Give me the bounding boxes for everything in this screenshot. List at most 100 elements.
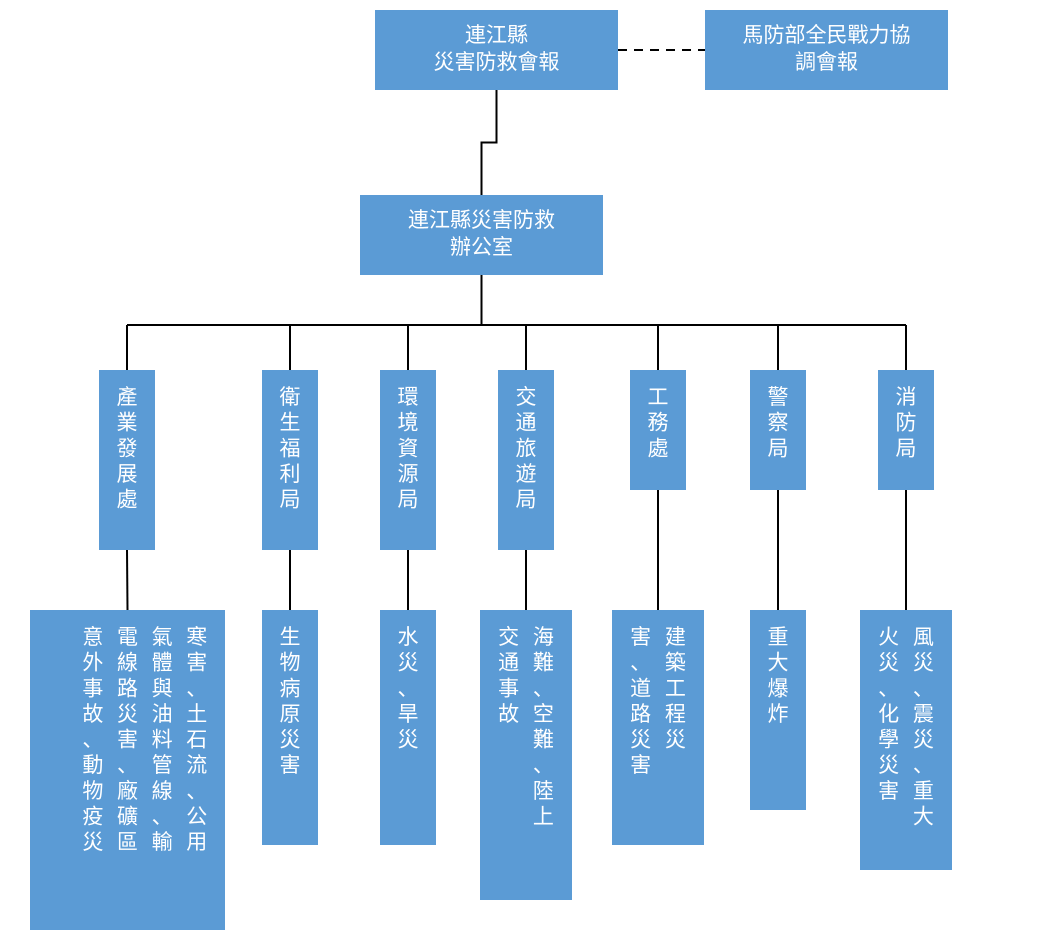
node-text-r7-0-4: 災 [913, 729, 934, 752]
node-text-r4-0-4: 難 [533, 729, 554, 752]
node-r5: 建築工程災害、道路災害 [612, 610, 704, 845]
node-text-r4-0-7: 上 [533, 805, 554, 828]
node-text-r1-3-0: 意 [82, 626, 103, 649]
node-text-r1-0-6: 、 [186, 780, 207, 803]
node-text-d7-0-0: 消 [896, 386, 917, 409]
node-d4: 交通旅遊局 [498, 370, 554, 550]
node-text-r1-1-0: 氣 [152, 626, 173, 649]
node-text-d4-0-3: 遊 [516, 463, 537, 486]
node-text-r3-0-3: 旱 [398, 703, 419, 726]
node-text-r1-2-1: 線 [117, 652, 138, 675]
node-text-r1-0-8: 用 [186, 831, 207, 854]
node-text-d2-0-0: 衛 [280, 386, 301, 409]
node-text-d5-0-1: 務 [648, 412, 669, 435]
node-text-r1-2-4: 害 [117, 729, 138, 752]
node-text-d4-0-1: 通 [516, 412, 537, 435]
node-text-r7-1-4: 學 [878, 729, 899, 752]
node-text-r5-0-3: 程 [665, 703, 686, 726]
node-text-d7-0-1: 防 [896, 412, 917, 435]
node-text-r3-0-2: 、 [398, 677, 419, 700]
node-r7: 風災、震災、重大火災、化學災害 [860, 610, 952, 870]
node-text-d4-0-4: 局 [516, 489, 537, 512]
node-text-r7-0-7: 大 [913, 805, 934, 828]
node-text-r5-0-2: 工 [665, 677, 686, 700]
node-text-r5-1-2: 道 [630, 677, 651, 700]
node-text-r1-2-0: 電 [117, 626, 138, 649]
connector-d1-r1 [127, 550, 128, 610]
node-text-r2-0-4: 災 [280, 729, 301, 752]
node-text-r4-1-1: 通 [498, 652, 519, 675]
node-text-r1-1-2: 與 [152, 677, 173, 700]
node-text-r6-0-2: 爆 [768, 677, 789, 700]
node-d3: 環境資源局 [380, 370, 436, 550]
node-rect-r7 [860, 610, 952, 870]
node-r1: 寒害、土石流、公用氣體與油料管線、輸電線路災害、廠礦區意外事故、動物疫災 [30, 610, 225, 930]
node-d7: 消防局 [878, 370, 934, 490]
node-text-r4-0-1: 難 [533, 652, 554, 675]
node-text-r1-0-4: 石 [186, 729, 207, 752]
node-text-r5-0-1: 築 [665, 652, 686, 675]
node-text-r1-3-5: 動 [82, 754, 103, 777]
node-text-r7-1-2: 、 [878, 677, 899, 700]
node-text-d7-0-2: 局 [896, 437, 917, 460]
node-text-r1-2-5: 、 [117, 754, 138, 777]
node-text-r1-1-6: 線 [152, 780, 173, 803]
node-text-d1-0-3: 展 [117, 463, 138, 486]
node-text-r1-2-2: 路 [117, 677, 138, 700]
node-text-d3-0-4: 局 [398, 489, 419, 512]
node-text-r1-0-5: 流 [186, 754, 207, 777]
node-text-r1-3-4: 、 [82, 729, 103, 752]
node-text-r1-0-2: 、 [186, 677, 207, 700]
node-text-r1-0-3: 土 [186, 703, 207, 726]
node-text-r6-0-0: 重 [768, 626, 789, 649]
nodes-group: 連江縣災害防救會報馬防部全民戰力協調會報連江縣災害防救辦公室產業發展處衛生福利局… [30, 10, 952, 930]
node-text-r5-0-0: 建 [665, 626, 686, 649]
node-text-r1-2-6: 廠 [117, 780, 138, 803]
node-n_top: 連江縣災害防救會報 [375, 10, 618, 90]
node-text-d2-0-4: 局 [280, 489, 301, 512]
node-text-d5-0-2: 處 [648, 437, 669, 460]
node-text-d2-0-3: 利 [280, 463, 301, 486]
node-text-r1-2-8: 區 [117, 831, 138, 854]
node-text-r2-0-0: 生 [280, 626, 301, 649]
node-text-r5-0-4: 災 [665, 729, 686, 752]
node-r6: 重大爆炸 [750, 610, 806, 810]
node-text-r5-1-3: 路 [630, 703, 651, 726]
node-text-r1-1-1: 體 [152, 652, 173, 675]
node-text-d3-0-2: 資 [398, 437, 419, 460]
node-text-r4-1-0: 交 [498, 626, 519, 649]
node-rect-n_aux [705, 10, 948, 90]
node-text-r2-0-5: 害 [280, 754, 301, 777]
node-text-r1-1-7: 、 [152, 805, 173, 828]
node-text-r7-0-1: 災 [913, 652, 934, 675]
node-r3: 水災、旱災 [380, 610, 436, 845]
node-text-r1-3-1: 外 [82, 652, 103, 675]
node-text-r1-0-0: 寒 [186, 626, 207, 649]
node-n_aux: 馬防部全民戰力協調會報 [705, 10, 948, 90]
node-text-r1-2-3: 災 [117, 703, 138, 726]
node-text-r1-3-7: 疫 [82, 805, 103, 828]
node-text-n_top-0: 連江縣 [465, 24, 528, 47]
node-d1: 產業發展處 [99, 370, 155, 550]
node-text-r7-1-1: 災 [878, 652, 899, 675]
node-text-r7-1-5: 災 [878, 754, 899, 777]
node-text-d1-0-2: 發 [117, 437, 138, 460]
node-text-d4-0-0: 交 [516, 386, 537, 409]
node-text-r7-0-6: 重 [913, 780, 934, 803]
node-text-n_top-1: 災害防救會報 [434, 51, 560, 74]
node-r4: 海難、空難、陸上交通事故 [480, 610, 572, 900]
org-chart-diagram: 連江縣災害防救會報馬防部全民戰力協調會報連江縣災害防救辦公室產業發展處衛生福利局… [0, 0, 1042, 943]
node-text-n_aux-1: 調會報 [795, 51, 858, 74]
node-text-d3-0-0: 環 [398, 386, 419, 409]
node-text-r1-3-2: 事 [82, 677, 103, 700]
node-rect-n_office [360, 195, 603, 275]
node-text-r4-0-6: 陸 [533, 780, 554, 803]
node-r2: 生物病原災害 [262, 610, 318, 845]
node-text-r7-0-3: 震 [913, 703, 934, 726]
node-text-r1-0-7: 公 [186, 805, 207, 828]
node-rect-n_top [375, 10, 618, 90]
node-text-r1-3-3: 故 [82, 703, 103, 726]
node-text-r4-1-2: 事 [498, 677, 519, 700]
node-text-r7-1-3: 化 [878, 703, 899, 726]
node-text-d2-0-1: 生 [280, 412, 301, 435]
